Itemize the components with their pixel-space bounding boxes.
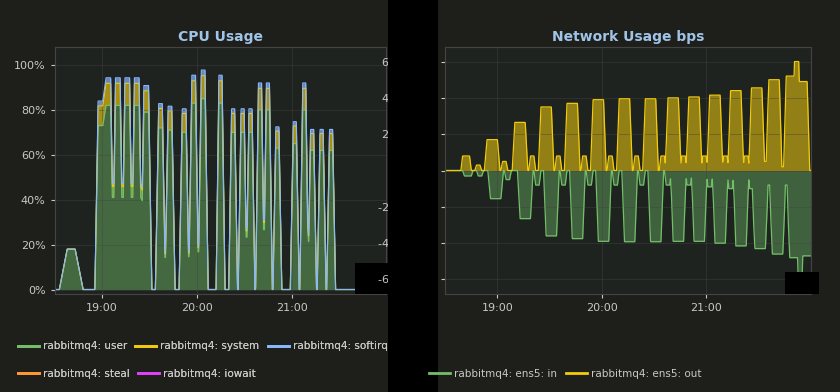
Title: Network Usage bps: Network Usage bps	[552, 31, 704, 44]
Bar	[354, 263, 390, 294]
Bar	[785, 272, 819, 294]
Legend: rabbitmq4: ens5: in, rabbitmq4: ens5: out: rabbitmq4: ens5: in, rabbitmq4: ens5: ou…	[425, 365, 706, 383]
Legend: rabbitmq4: user, rabbitmq4: system, rabbitmq4: softirq: rabbitmq4: user, rabbitmq4: system, rabb…	[13, 337, 391, 356]
Legend: rabbitmq4: steal, rabbitmq4: iowait: rabbitmq4: steal, rabbitmq4: iowait	[13, 365, 260, 383]
Title: CPU Usage: CPU Usage	[178, 31, 263, 44]
